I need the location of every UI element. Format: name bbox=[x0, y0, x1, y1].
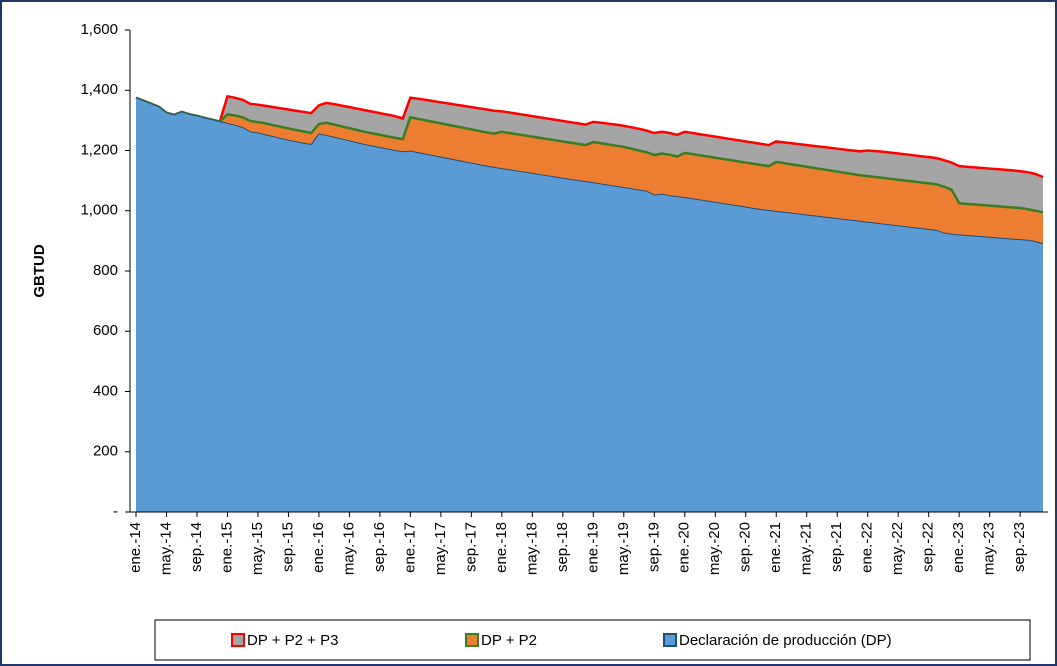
x-tick-label: sep.-18 bbox=[554, 522, 571, 572]
x-tick-label: sep.-21 bbox=[828, 522, 845, 572]
legend-label: Declaración de producción (DP) bbox=[679, 632, 892, 649]
x-tick-label: sep.-20 bbox=[737, 522, 754, 572]
x-tick-label: ene.-16 bbox=[310, 522, 327, 573]
x-tick-label: ene.-20 bbox=[676, 522, 693, 573]
x-tick-label: ene.-14 bbox=[127, 522, 144, 573]
y-tick-label: 1,200 bbox=[80, 141, 118, 158]
x-tick-label: may.-14 bbox=[157, 522, 174, 575]
x-tick-label: ene.-15 bbox=[218, 522, 235, 573]
y-tick-label: 200 bbox=[93, 443, 118, 460]
x-tick-label: sep.-22 bbox=[920, 522, 937, 572]
legend-swatch bbox=[231, 633, 245, 647]
area-outline bbox=[135, 96, 1044, 214]
y-tick-label: 800 bbox=[93, 262, 118, 279]
legend-swatch bbox=[663, 633, 677, 647]
y-tick-label: 1,000 bbox=[80, 202, 118, 219]
x-tick-label: ene.-22 bbox=[859, 522, 876, 573]
y-tick-label: 1,600 bbox=[80, 21, 118, 38]
area-outline bbox=[135, 97, 1044, 245]
x-tick-label: sep.-14 bbox=[188, 522, 205, 572]
x-tick-label: may.-17 bbox=[432, 522, 449, 575]
x-tick-label: ene.-17 bbox=[401, 522, 418, 573]
x-tick-label: ene.-18 bbox=[493, 522, 510, 573]
area bbox=[136, 97, 1043, 512]
legend-label: DP + P2 bbox=[481, 632, 537, 649]
x-tick-label: may.-21 bbox=[798, 522, 815, 575]
x-tick-label: sep.-16 bbox=[371, 522, 388, 572]
legend-swatch bbox=[465, 633, 479, 647]
x-tick-label: may.-18 bbox=[523, 522, 540, 575]
x-tick-label: may.-19 bbox=[615, 522, 632, 575]
y-tick-label: - bbox=[113, 503, 118, 520]
x-tick-label: sep.-17 bbox=[462, 522, 479, 572]
x-tick-label: ene.-21 bbox=[767, 522, 784, 573]
legend-label: DP + P2 + P3 bbox=[247, 632, 338, 649]
x-tick-label: sep.-19 bbox=[645, 522, 662, 572]
legend-box bbox=[154, 619, 1031, 661]
area-outline bbox=[135, 94, 1044, 179]
y-tick-label: 600 bbox=[93, 322, 118, 339]
x-tick-label: ene.-19 bbox=[584, 522, 601, 573]
x-tick-label: may.-22 bbox=[889, 522, 906, 575]
x-tick-label: may.-16 bbox=[340, 522, 357, 575]
y-tick-label: 1,400 bbox=[80, 81, 118, 98]
y-tick-label: 400 bbox=[93, 382, 118, 399]
x-tick-label: may.-15 bbox=[249, 522, 266, 575]
x-tick-label: ene.-23 bbox=[950, 522, 967, 573]
y-axis-label: GBTUD bbox=[31, 244, 48, 297]
x-tick-label: may.-23 bbox=[981, 522, 998, 575]
x-tick-label: sep.-23 bbox=[1011, 522, 1028, 572]
x-tick-label: sep.-15 bbox=[279, 522, 296, 572]
x-tick-label: may.-20 bbox=[706, 522, 723, 575]
